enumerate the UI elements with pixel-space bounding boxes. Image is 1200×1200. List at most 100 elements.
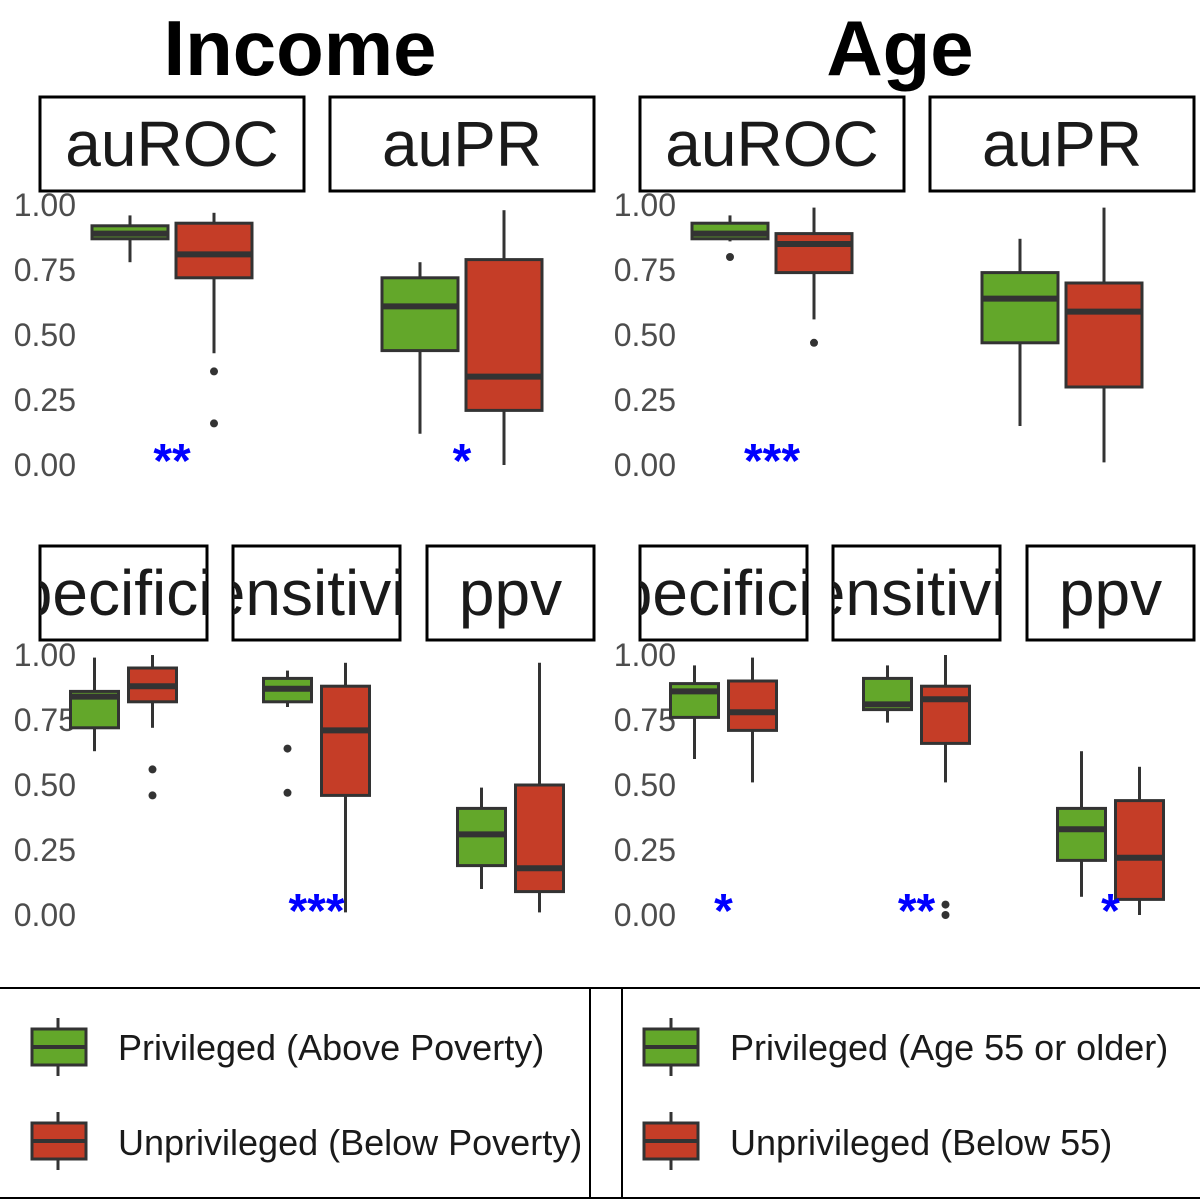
y-tick-label: 0.25 [614, 832, 676, 868]
legend-label-age-privileged: Privileged (Age 55 or older) [730, 1027, 1168, 1068]
panels-layer: auROC0.000.250.500.751.00**auPR*specific… [0, 95, 1196, 938]
privileged-box-age-aupr [980, 238, 1060, 426]
outlier-point [210, 419, 218, 428]
legend-label-income-privileged: Privileged (Above Poverty) [118, 1027, 544, 1068]
strip-box [831, 544, 1002, 642]
panel-age-sensitivity: sensitivity ** [778, 544, 1055, 938]
panel-age-specificity: specificity 0.00 0.25 0.50 0.75 1.00 * [585, 544, 862, 938]
y-tick-label: 1.00 [614, 637, 676, 673]
panel-income-auroc: auROC 0.00 0.25 0.50 0.75 1.00 ** [14, 95, 306, 488]
iqr-box [1114, 799, 1165, 901]
iqr-box [980, 271, 1060, 345]
privileged-box-age-sensitivity [862, 665, 913, 723]
outlier-point [210, 367, 218, 376]
privileged-box-income-specificity [69, 657, 120, 752]
panel-income-specificity: specificity 0.00 0.25 0.50 0.75 1.00 [0, 544, 262, 933]
strip-box [231, 544, 402, 642]
strip-label-age-aupr: auPR [982, 108, 1142, 180]
privileged-box-age-ppv [1056, 751, 1107, 897]
significance-label-income-auroc: ** [153, 435, 191, 488]
y-tick-label: 0.25 [14, 382, 76, 418]
y-tick-label: 0.75 [614, 702, 676, 738]
y-tick-label: 0.50 [614, 317, 676, 353]
y-tick-label: 0.75 [14, 252, 76, 288]
strip-box [638, 544, 809, 642]
iqr-box [464, 258, 544, 412]
panel-age-auroc: auROC 0.00 0.25 0.50 0.75 1.00 *** [614, 95, 906, 488]
significance-label-age-ppv: * [1101, 885, 1120, 938]
outlier-point [283, 744, 292, 753]
y-tick-label: 0.50 [14, 317, 76, 353]
iqr-box [1056, 806, 1107, 862]
iqr-box [174, 221, 254, 280]
unprivileged-box-income-ppv [514, 662, 565, 913]
group-title-age: Age [826, 4, 973, 92]
group-title-income: Income [163, 4, 436, 92]
strip-label-age-auroc: auROC [665, 108, 878, 180]
strip-label-age-specificity: specificity [585, 557, 862, 629]
y-tick-label: 1.00 [14, 187, 76, 223]
privileged-box-income-aupr [380, 262, 460, 434]
legend-key-income-unprivileged [30, 1112, 88, 1170]
y-tick-label: 0.25 [14, 832, 76, 868]
iqr-box [774, 232, 854, 275]
legend-key-age-privileged [642, 1018, 700, 1076]
y-tick-label: 0.75 [614, 252, 676, 288]
privileged-box-income-ppv [456, 787, 507, 889]
unprivileged-box-age-auroc [774, 207, 854, 347]
unprivileged-box-income-specificity [127, 655, 178, 800]
outlier-point [941, 911, 950, 919]
strip-label-income-ppv: ppv [459, 557, 562, 629]
outlier-point [148, 765, 157, 774]
iqr-box [514, 783, 565, 894]
strip-label-income-sensitivity: sensitivity [178, 557, 455, 629]
y-tick-label: 0.00 [14, 897, 76, 933]
strip-label-age-ppv: ppv [1059, 557, 1162, 629]
unprivileged-box-age-sensitivity [920, 655, 971, 919]
legend-label-income-unprivileged: Unprivileged (Below Poverty) [118, 1122, 582, 1163]
outlier-point [148, 791, 157, 800]
y-tick-label: 0.50 [14, 767, 76, 803]
iqr-box [920, 684, 971, 745]
privileged-box-age-specificity [669, 665, 720, 759]
panel-age-ppv: ppv * [1025, 544, 1196, 938]
significance-label-age-specificity: * [714, 885, 733, 938]
strip-box [38, 95, 306, 193]
significance-label-age-sensitivity: ** [898, 885, 936, 938]
panel-income-ppv: ppv [425, 544, 596, 913]
unprivileged-box-income-sensitivity [320, 662, 371, 913]
iqr-box [727, 679, 778, 732]
y-tick-label: 1.00 [614, 187, 676, 223]
iqr-box [1064, 281, 1144, 389]
outlier-point [810, 338, 818, 347]
strip-box [1025, 544, 1196, 642]
y-tick-label: 0.00 [614, 897, 676, 933]
strip-label-income-specificity: specificity [0, 557, 262, 629]
strip-box [638, 95, 906, 193]
y-tick-label: 0.00 [614, 447, 676, 483]
privileged-box-income-sensitivity [262, 670, 313, 797]
y-tick-label: 1.00 [14, 637, 76, 673]
strip-box [328, 95, 596, 193]
y-tick-label: 0.00 [14, 447, 76, 483]
panel-income-aupr: auPR * [328, 95, 596, 488]
unprivileged-box-income-auroc [174, 212, 254, 428]
privileged-box-age-auroc [690, 215, 770, 261]
significance-label-age-auroc: *** [744, 435, 800, 488]
strip-label-income-auroc: auROC [65, 108, 278, 180]
strip-label-age-sensitivity: sensitivity [778, 557, 1055, 629]
significance-label-income-sensitivity: *** [288, 885, 344, 938]
iqr-box [320, 684, 371, 797]
y-tick-label: 0.25 [614, 382, 676, 418]
unprivileged-box-age-ppv [1114, 766, 1165, 915]
legend-label-age-unprivileged: Unprivileged (Below 55) [730, 1122, 1112, 1163]
outlier-point [941, 900, 950, 909]
unprivileged-box-age-aupr [1064, 207, 1144, 463]
strip-box [38, 544, 209, 642]
significance-label-income-aupr: * [453, 435, 472, 488]
strip-box [928, 95, 1196, 193]
iqr-box [380, 276, 460, 353]
y-tick-label: 0.50 [614, 767, 676, 803]
panel-income-sensitivity: sensitivity *** [178, 544, 455, 938]
